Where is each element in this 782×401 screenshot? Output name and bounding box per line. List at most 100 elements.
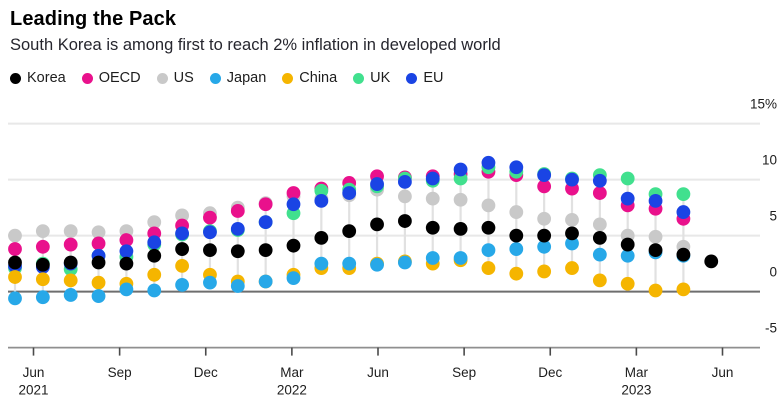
point-japan [425,251,440,265]
point-korea [620,237,635,252]
legend-label-us: US [173,70,194,86]
point-china [620,276,635,291]
point-korea [676,247,691,262]
point-japan [258,274,273,289]
x-tick-label: Sep [108,365,132,380]
legend-label-korea: Korea [27,70,66,86]
legend-item-china: China [282,70,337,86]
point-korea [342,224,357,239]
point-eu [258,215,273,230]
point-eu [676,205,691,219]
point-eu [481,155,496,170]
point-japan [119,282,134,297]
x-tick-label: Jun [23,365,45,380]
legend-item-eu: EU [406,70,443,86]
x-tick-label: Mar [280,365,304,380]
point-eu [425,171,440,186]
chart-subtitle: South Korea is among first to reach 2% i… [10,36,501,54]
legend-dot-oecd-icon [81,72,93,84]
point-eu [648,193,663,208]
point-japan [565,236,579,251]
legend-dot-us-icon [156,72,168,84]
point-china [592,273,607,288]
point-japan [314,256,329,271]
point-us [91,225,106,240]
point-oecd [119,233,134,247]
y-tick-label-15%: 15% [750,97,777,112]
point-japan [203,275,217,290]
point-korea [537,228,552,243]
point-china [481,261,496,275]
x-tick-label: Mar [625,365,649,380]
point-korea [565,226,579,241]
point-us [509,205,524,219]
point-japan [147,283,162,298]
point-us [481,198,496,213]
point-korea [592,230,607,245]
y-tick-label--5: -5 [765,321,777,336]
point-china [147,267,162,282]
point-oecd [8,242,22,256]
chart-legend: Korea OECD US Japan China UK EU [10,69,443,87]
point-japan [35,290,50,305]
point-china [63,273,78,288]
point-us [453,192,468,207]
legend-dot-china-icon [282,72,294,84]
point-oecd [91,236,106,251]
point-korea [63,255,78,270]
point-china [35,272,50,287]
point-japan [175,277,190,292]
legend-dot-eu-icon [406,72,418,84]
point-us [35,224,50,239]
legend-dot-korea-icon [10,72,21,84]
point-eu [370,177,384,191]
legend-item-japan: Japan [209,70,266,86]
point-china [509,266,524,281]
point-japan [63,288,78,302]
point-china [565,261,579,275]
x-tick-label: Dec [538,365,562,380]
point-oecd [203,210,217,225]
point-uk [676,187,691,202]
point-us [63,224,78,239]
point-eu [398,174,412,189]
point-japan [481,243,496,258]
chart-title: Leading the Pack [10,8,177,30]
point-oecd [63,237,78,252]
legend-dot-japan-icon [209,72,221,84]
point-korea [175,242,190,256]
point-eu [620,191,635,206]
point-korea [147,248,162,263]
point-korea [453,221,468,236]
point-us [592,217,607,232]
point-us [398,189,412,204]
point-korea [314,230,329,245]
point-china [91,275,106,290]
point-japan [230,279,245,293]
point-oecd [258,197,273,212]
point-china [537,264,552,279]
legend-item-oecd: OECD [81,70,141,86]
point-korea [8,255,22,270]
point-korea [230,244,245,259]
legend-item-uk: UK [353,70,390,86]
point-japan [509,242,524,256]
point-korea [35,257,50,272]
point-japan [8,291,22,306]
point-eu [175,226,190,241]
y-tick-label-10: 10 [762,153,777,168]
x-tick-label: Jun [367,365,389,380]
point-korea [648,243,663,258]
point-eu [314,193,329,208]
y-tick-label-5: 5 [769,209,777,224]
point-japan [592,247,607,262]
point-korea [119,256,134,271]
point-eu [453,162,468,177]
legend-item-us: US [156,70,194,86]
point-japan [286,271,301,286]
point-oecd [592,186,607,200]
point-japan [537,239,552,254]
point-us [565,213,579,227]
